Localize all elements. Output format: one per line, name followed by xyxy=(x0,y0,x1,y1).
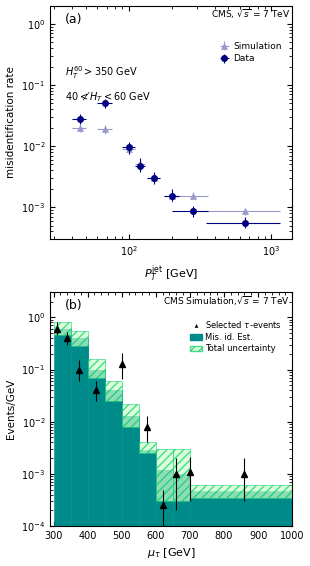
Bar xyxy=(88,359,105,378)
X-axis label: $P_T^{\mathrm{jet}}$ [GeV]: $P_T^{\mathrm{jet}}$ [GeV] xyxy=(144,263,198,284)
Text: CMS Simulation,$\sqrt{s}$ = 7 TeV: CMS Simulation,$\sqrt{s}$ = 7 TeV xyxy=(163,295,290,308)
Bar xyxy=(54,323,71,336)
Bar xyxy=(156,470,173,566)
Text: (a): (a) xyxy=(65,12,82,25)
Legend: Simulation, Data: Simulation, Data xyxy=(215,38,285,67)
Text: $40 < \not{H}_T < 60$ GeV: $40 < \not{H}_T < 60$ GeV xyxy=(65,89,150,105)
Bar xyxy=(156,449,173,501)
Bar xyxy=(71,338,88,566)
Text: CMS, $\sqrt{s}$ = 7 TeV: CMS, $\sqrt{s}$ = 7 TeV xyxy=(211,8,290,22)
Bar xyxy=(173,474,190,566)
Y-axis label: Events/GeV: Events/GeV xyxy=(6,379,16,439)
Bar xyxy=(54,329,71,566)
Bar xyxy=(173,449,190,501)
Bar xyxy=(139,443,156,453)
Text: $H_T^{60} > 350$ GeV: $H_T^{60} > 350$ GeV xyxy=(65,64,138,81)
Bar xyxy=(122,404,139,427)
Legend: Selected $\tau$-events, Mis. id. Est., Total uncertainty: Selected $\tau$-events, Mis. id. Est., T… xyxy=(186,315,286,357)
Text: (b): (b) xyxy=(65,299,82,312)
Bar xyxy=(190,491,292,566)
Y-axis label: misidentification rate: misidentification rate xyxy=(6,66,16,178)
Bar xyxy=(105,381,122,401)
X-axis label: $\mu_{\tau}$ [GeV]: $\mu_{\tau}$ [GeV] xyxy=(147,546,196,560)
Bar xyxy=(190,486,292,498)
Bar xyxy=(88,370,105,566)
Bar xyxy=(105,391,122,566)
Bar xyxy=(71,331,88,346)
Bar xyxy=(139,451,156,566)
Bar xyxy=(122,416,139,566)
